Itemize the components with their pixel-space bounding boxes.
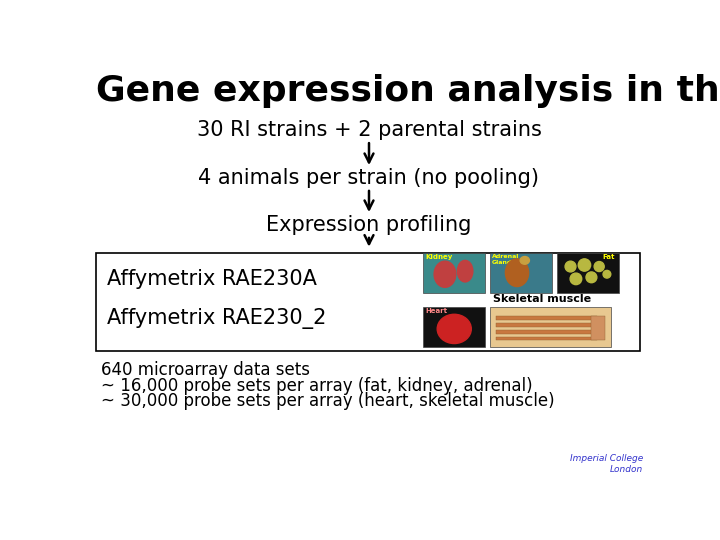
Text: Imperial College
London: Imperial College London	[570, 454, 644, 475]
Text: 640 microarray data sets: 640 microarray data sets	[101, 361, 310, 379]
Bar	[96, 253, 640, 351]
Text: ~ 30,000 probe sets per array (heart, skeletal muscle): ~ 30,000 probe sets per array (heart, sk…	[101, 392, 554, 410]
Text: Fat: Fat	[602, 254, 615, 260]
Ellipse shape	[520, 256, 529, 264]
Bar	[423, 253, 485, 293]
Ellipse shape	[603, 271, 611, 278]
Bar	[557, 253, 618, 293]
Bar	[496, 336, 597, 340]
Bar	[496, 316, 597, 320]
Text: Adrenal
Gland: Adrenal Gland	[492, 254, 520, 265]
Text: Gene expression analysis in the Rat: Gene expression analysis in the Rat	[96, 74, 720, 108]
Text: 4 animals per strain (no pooling): 4 animals per strain (no pooling)	[199, 168, 539, 188]
Bar	[490, 253, 552, 293]
Bar	[490, 307, 611, 347]
Text: Expression profiling: Expression profiling	[266, 215, 472, 235]
Text: 30 RI strains + 2 parental strains: 30 RI strains + 2 parental strains	[197, 120, 541, 140]
Ellipse shape	[437, 314, 472, 343]
Text: Affymetrix RAE230_2: Affymetrix RAE230_2	[107, 308, 326, 329]
Text: Affymetrix RAE230A: Affymetrix RAE230A	[107, 269, 317, 289]
Text: ~ 16,000 probe sets per array (fat, kidney, adrenal): ~ 16,000 probe sets per array (fat, kidn…	[101, 377, 533, 395]
Bar	[496, 330, 597, 334]
Text: Skeletal muscle: Skeletal muscle	[493, 294, 591, 303]
Ellipse shape	[457, 260, 473, 282]
Text: Heart: Heart	[426, 308, 448, 314]
Ellipse shape	[565, 261, 576, 272]
Ellipse shape	[586, 272, 597, 283]
Ellipse shape	[505, 259, 528, 287]
Ellipse shape	[434, 261, 456, 287]
Ellipse shape	[578, 259, 590, 271]
Bar	[423, 307, 485, 347]
Bar	[496, 323, 597, 327]
Bar	[590, 316, 605, 340]
Ellipse shape	[570, 273, 582, 285]
Ellipse shape	[594, 261, 604, 272]
Text: Kidney: Kidney	[426, 254, 453, 260]
